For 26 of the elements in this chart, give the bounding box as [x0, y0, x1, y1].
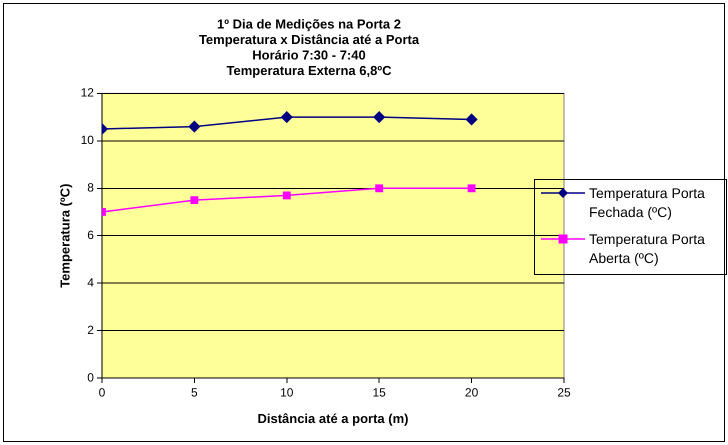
point — [466, 114, 478, 126]
point — [281, 111, 293, 123]
x-tick-label: 10 — [280, 386, 294, 400]
y-tick-label: 4 — [87, 275, 94, 290]
y-tick-label: 8 — [87, 180, 94, 195]
chart-title: 1º Dia de Medições na Porta 2 Temperatura x Distância até a Porta Horário 7:30 - 7:40 Temperatura Externa 6,8ºC — [198, 16, 420, 78]
y-tick-label: 2 — [87, 322, 94, 337]
point — [468, 184, 476, 192]
x-axis-title: Distância até a porta (m) — [257, 410, 408, 426]
legend-label: Temperatura Porta Aberta (ºC) — [589, 230, 706, 268]
point — [188, 120, 200, 132]
y-axis-title: Temperatura (ºC) — [57, 184, 72, 288]
x-tick-label: 25 — [557, 386, 571, 400]
point — [190, 196, 198, 204]
x-tick-label: 5 — [191, 386, 198, 400]
y-tick-label: 10 — [80, 133, 94, 148]
point — [282, 191, 291, 200]
legend-label: Temperatura Porta Fechada (ºC) — [589, 184, 706, 222]
point — [375, 184, 384, 192]
x-tick-label: 0 — [98, 386, 106, 400]
y-tick-label: 12 — [80, 86, 94, 100]
y-tick-label: 6 — [87, 228, 94, 242]
y-tick-label: 0 — [87, 370, 94, 384]
x-tick-label: 20 — [464, 386, 479, 400]
x-tick-label: 15 — [372, 386, 386, 400]
point — [373, 111, 385, 123]
